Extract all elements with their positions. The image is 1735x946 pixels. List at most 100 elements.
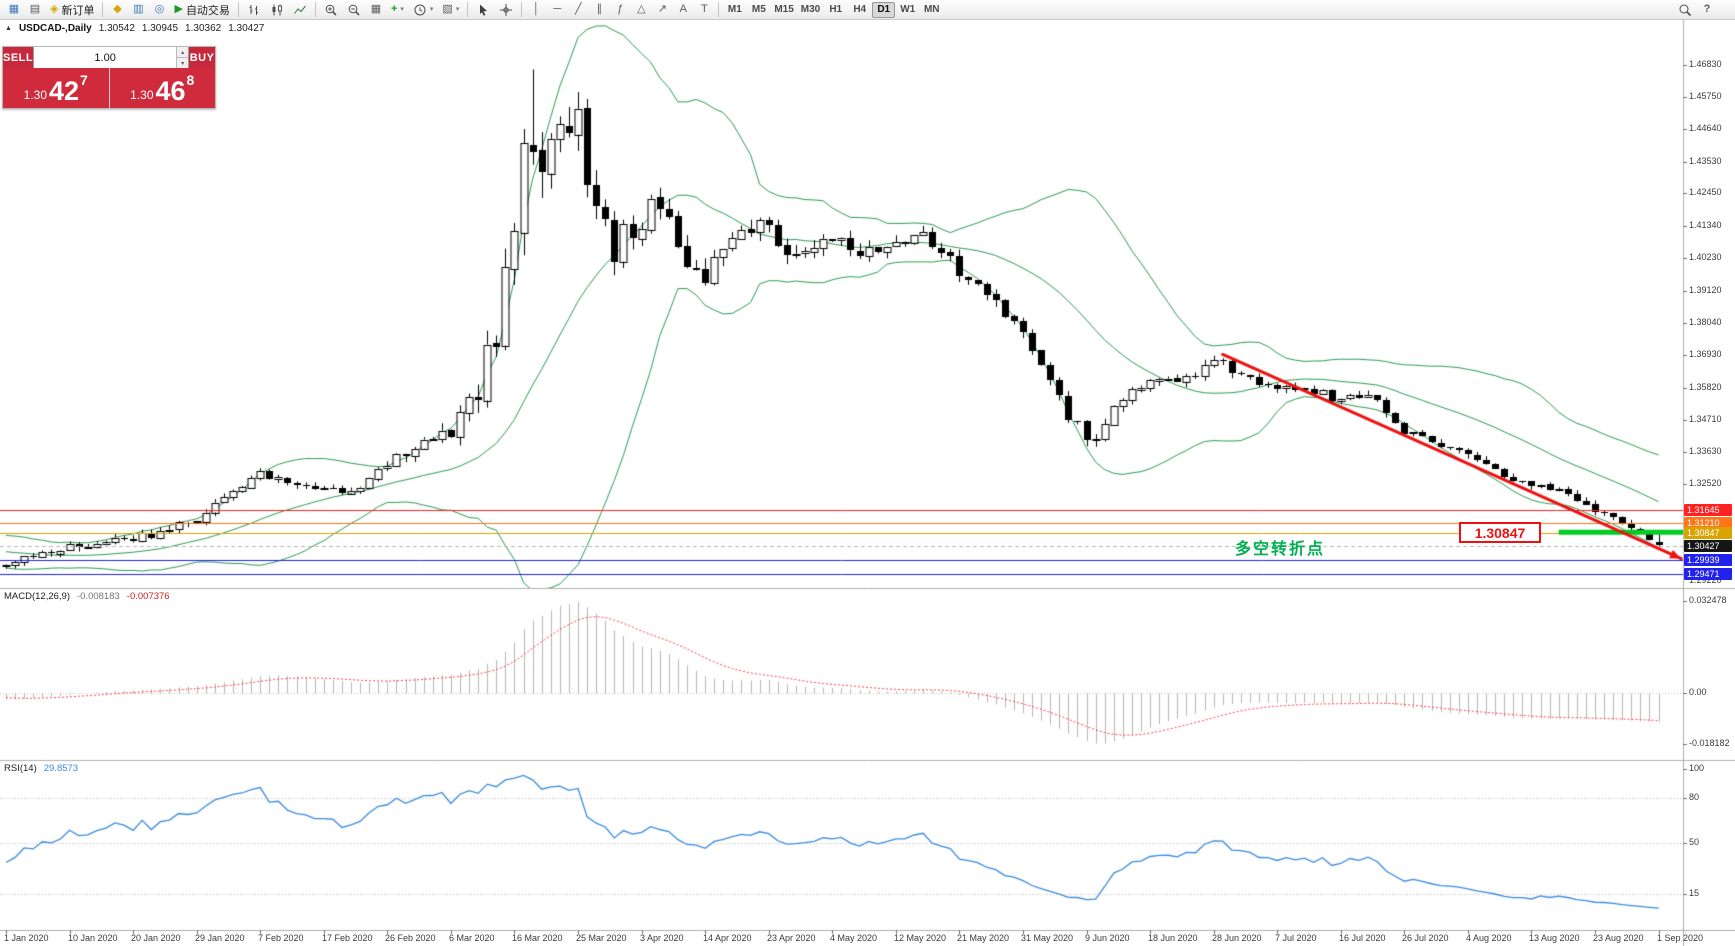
bars-chart-button[interactable] (243, 1, 265, 19)
search-icon (1678, 3, 1692, 17)
date-label: 29 Jan 2020 (195, 933, 245, 943)
templates-button[interactable]: ▧ ▾ (438, 1, 463, 19)
rsi-axis-label: 80 (1689, 792, 1700, 802)
date-label: 7 Feb 2020 (258, 933, 304, 943)
rsi-label: RSI(14) 29.8573 (4, 763, 78, 774)
price-level-annotation[interactable]: 1.30847 (1459, 522, 1541, 543)
date-label: 9 Jun 2020 (1085, 933, 1130, 943)
buy-button[interactable]: BUY (189, 47, 215, 68)
timeframe-m5-button[interactable]: M5 (751, 4, 766, 15)
macd-main-value: -0.008183 (77, 591, 120, 602)
timeframe-h4-button[interactable]: H4 (853, 4, 867, 15)
vertical-line-button[interactable]: │ (526, 1, 546, 19)
price-axis-label: 1.38040 (1689, 317, 1722, 327)
timeframe-mn-button[interactable]: MN (923, 4, 940, 15)
profiles-button[interactable]: ▤ (25, 1, 45, 19)
date-label: 23 Apr 2020 (767, 933, 816, 943)
text-button[interactable]: A (673, 1, 693, 19)
sell-price-big: 42 (49, 76, 80, 107)
price-badge: 1.30847 (1684, 527, 1732, 539)
indicators-icon: + (390, 3, 398, 15)
help-button[interactable]: ? (1697, 1, 1717, 19)
date-label: 16 Mar 2020 (512, 933, 563, 943)
collapse-one-click-icon[interactable]: ▲ (5, 25, 12, 32)
date-label: 6 Mar 2020 (449, 933, 495, 943)
arrow-tools-button[interactable]: ↗ (652, 1, 672, 19)
toolbar-separator (314, 2, 316, 17)
fibonacci-icon: ƒ (617, 3, 624, 15)
market-watch-button[interactable]: ▥ (128, 1, 148, 19)
text-icon: A (679, 3, 687, 15)
rsi-axis-label: 100 (1689, 763, 1705, 773)
cursor-button[interactable] (472, 1, 494, 19)
date-label: 3 Apr 2020 (640, 933, 684, 943)
date-label: 26 Jul 2020 (1402, 933, 1449, 943)
trendline-button[interactable]: ╱ (568, 1, 588, 19)
new-order-button[interactable]: ◈ 新订单 (46, 1, 98, 19)
sell-price-prefix: 1.30 (23, 88, 47, 102)
templates-icon: ▧ (442, 3, 453, 15)
date-label: 21 May 2020 (957, 933, 1010, 943)
crosshair-icon (499, 3, 513, 17)
rsi-value: 29.8573 (43, 763, 79, 774)
high-value: 1.30945 (141, 23, 179, 34)
autotrading-button[interactable]: ▶ 自动交易 (170, 1, 233, 19)
timeframe-w1-button[interactable]: W1 (900, 4, 916, 15)
candles-chart-button[interactable] (266, 1, 288, 19)
timeframe-h1-button[interactable]: H1 (829, 4, 843, 15)
open-value: 1.30542 (98, 23, 135, 34)
sell-price-pip: 7 (80, 72, 88, 88)
channel-icon: ∥ (596, 3, 603, 15)
chevron-down-icon: ▾ (455, 6, 460, 13)
timeframe-m15-button[interactable]: M15 (774, 4, 794, 15)
vertical-line-icon: │ (532, 3, 540, 15)
lot-increase-button[interactable]: ▴ (177, 47, 189, 58)
price-axis-label: 1.41340 (1689, 220, 1722, 230)
macd-axis-label: 0.032478 (1689, 595, 1727, 605)
zoom-in-button[interactable] (320, 1, 342, 19)
arrow-tool-icon: ↗ (657, 3, 667, 15)
price-axis-label: 1.39120 (1689, 285, 1722, 295)
periods-button[interactable]: ▾ (409, 1, 438, 19)
date-label: 31 May 2020 (1021, 933, 1074, 943)
date-label: 26 Feb 2020 (385, 933, 436, 943)
chevron-down-icon: ▾ (400, 6, 404, 13)
sell-button[interactable]: SELL (3, 47, 34, 68)
date-label: 23 Aug 2020 (1593, 933, 1644, 943)
price-axis-label: 1.32520 (1689, 478, 1722, 488)
search-button[interactable] (1674, 1, 1696, 19)
lot-size-input[interactable] (34, 47, 177, 68)
horizontal-line-button[interactable]: ─ (547, 1, 567, 19)
price-badge: 1.29471 (1684, 568, 1732, 580)
chart-canvas[interactable] (0, 20, 1735, 946)
line-chart-button[interactable] (289, 1, 311, 19)
shapes-icon: △ (637, 3, 646, 15)
lot-decrease-button[interactable]: ▾ (177, 58, 189, 68)
rsi-axis-label: 50 (1689, 837, 1700, 847)
shapes-button[interactable]: △ (631, 1, 651, 19)
buy-price-prefix: 1.30 (130, 88, 154, 102)
timeframe-d1-button[interactable]: D1 (872, 1, 896, 18)
timeframe-m1-button[interactable]: M1 (727, 4, 742, 15)
trade-panel-price-row: 1.30 42 7 1.30 46 8 (3, 68, 215, 108)
trendline-icon: ╱ (575, 3, 582, 15)
crosshair-button[interactable] (495, 1, 517, 19)
bars-chart-icon (247, 3, 261, 17)
metaquotes-button[interactable]: ◆ (107, 1, 127, 19)
timeframe-m30-button[interactable]: M30 (800, 4, 821, 15)
navigator-button[interactable]: ◎ (149, 1, 169, 19)
tile-windows-button[interactable]: ▦ (366, 1, 386, 19)
new-chart-button[interactable]: ▦ (4, 1, 24, 19)
symbol-info: ▲ USDCAD-,Daily 1.30542 1.30945 1.30362 … (5, 23, 264, 34)
channel-button[interactable]: ∥ (589, 1, 609, 19)
date-label: 4 Aug 2020 (1466, 933, 1512, 943)
buy-price-button[interactable]: 1.30 46 8 (109, 68, 215, 108)
date-label: 18 Jun 2020 (1148, 933, 1198, 943)
sell-price-button[interactable]: 1.30 42 7 (3, 68, 110, 108)
zoom-out-button[interactable] (343, 1, 365, 19)
fibonacci-button[interactable]: ƒ (610, 1, 630, 19)
price-axis-label: 1.29220 (1689, 575, 1722, 585)
indicators-button[interactable]: + ▾ (387, 1, 408, 19)
date-label: 10 Jan 2020 (68, 933, 118, 943)
label-button[interactable]: T (694, 1, 714, 19)
